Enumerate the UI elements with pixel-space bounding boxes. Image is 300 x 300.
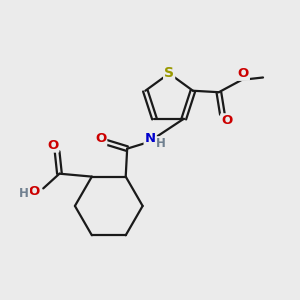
Text: H: H [156, 137, 166, 150]
Text: O: O [47, 139, 58, 152]
Text: S: S [164, 66, 174, 80]
Text: H: H [19, 187, 29, 200]
Text: N: N [145, 132, 156, 145]
Text: O: O [221, 114, 232, 127]
Text: O: O [95, 132, 106, 145]
Text: O: O [238, 67, 249, 80]
Text: O: O [28, 185, 40, 198]
